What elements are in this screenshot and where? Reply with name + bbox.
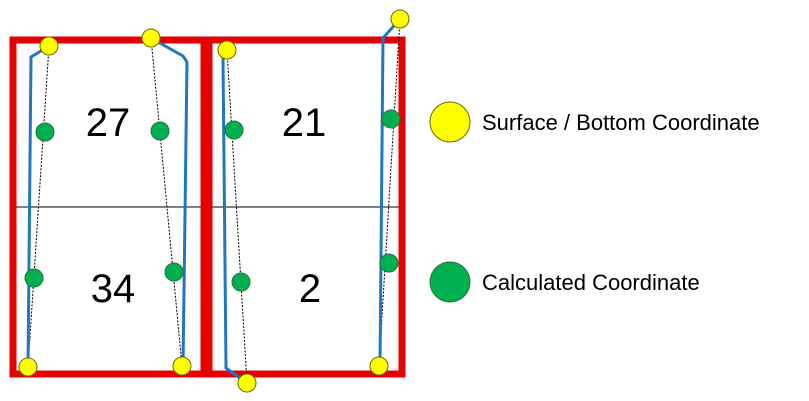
well-path-2	[149, 36, 189, 368]
right-section-border	[205, 36, 406, 378]
surface-bottom-marker	[172, 356, 192, 376]
surface-bottom-marker	[141, 28, 161, 48]
well-path-3	[221, 48, 249, 385]
cell-number-top-left: 27	[86, 101, 131, 145]
cell-number-bottom-left: 34	[91, 267, 136, 311]
calculated-markers	[24, 109, 401, 292]
calculated-marker	[231, 272, 251, 292]
well-paths	[26, 17, 402, 385]
straight-line-well-3	[226, 49, 248, 384]
left-section-border	[9, 36, 208, 378]
calculated-marker	[35, 122, 55, 142]
calculated-marker	[24, 268, 44, 288]
legend-calculated-label: Calculated Coordinate	[482, 270, 700, 295]
surface-bottom-marker	[217, 40, 237, 60]
well-path-4	[378, 17, 402, 368]
cell-number-bottom-right: 2	[299, 267, 321, 311]
cell-number-top-right: 21	[282, 101, 327, 145]
legend-calculated-icon	[429, 261, 471, 303]
calculated-marker	[379, 253, 399, 273]
straight-line-well-2	[150, 37, 183, 367]
straight-line-connections	[27, 18, 401, 384]
surface-bottom-marker	[18, 357, 38, 377]
straight-line-well-1	[27, 45, 50, 368]
surface-bottom-marker	[39, 36, 59, 56]
surface-bottom-markers	[18, 9, 410, 393]
surface-bottom-marker	[390, 9, 410, 29]
surface-bottom-marker	[369, 356, 389, 376]
calculated-marker	[150, 121, 170, 141]
surface-bottom-marker	[237, 373, 257, 393]
legend: Surface / Bottom Coordinate Calculated C…	[429, 101, 760, 303]
calculated-marker	[164, 262, 184, 282]
legend-surface-bottom-label: Surface / Bottom Coordinate	[482, 110, 760, 135]
calculated-marker	[224, 120, 244, 140]
calculated-marker	[381, 109, 401, 129]
straight-line-well-4	[378, 18, 401, 367]
legend-surface-bottom-icon	[429, 101, 471, 143]
